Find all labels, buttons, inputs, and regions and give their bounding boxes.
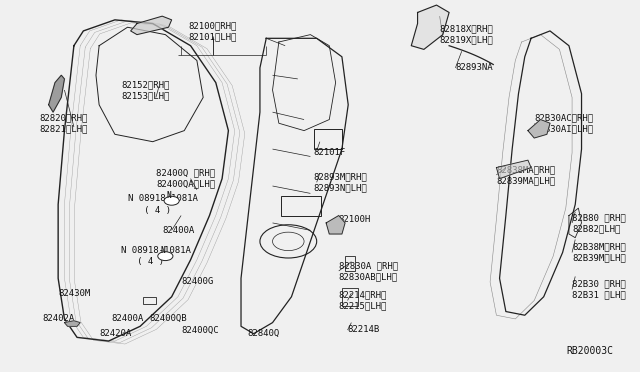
Text: 82B38M〈RH〉
82B39M〈LH〉: 82B38M〈RH〉 82B39M〈LH〉 (572, 243, 626, 263)
Bar (342, 288, 358, 306)
Text: 82214B: 82214B (348, 326, 380, 334)
Text: 82400Q 〈RH〉
82400QA〈LH〉: 82400Q 〈RH〉 82400QA〈LH〉 (156, 169, 215, 189)
Text: 82893NA: 82893NA (456, 63, 493, 72)
Text: 82B30AC〈RH〉
82B30AI〈LH〉: 82B30AC〈RH〉 82B30AI〈LH〉 (534, 113, 593, 133)
Text: 82893M〈RH〉
82893N〈LH〉: 82893M〈RH〉 82893N〈LH〉 (314, 172, 367, 192)
Text: 82420A: 82420A (99, 329, 131, 338)
Text: 82840Q: 82840Q (247, 329, 280, 338)
Polygon shape (412, 5, 449, 49)
Text: N 08918-1081A
   ( 4 ): N 08918-1081A ( 4 ) (127, 195, 197, 215)
Polygon shape (497, 160, 531, 179)
Text: RB20003C: RB20003C (566, 346, 613, 356)
Text: N 08918-1081A
   ( 4 ): N 08918-1081A ( 4 ) (121, 246, 191, 266)
Polygon shape (131, 16, 172, 35)
Bar (143, 297, 156, 304)
Polygon shape (65, 321, 80, 326)
Text: N: N (160, 246, 165, 255)
Bar (314, 129, 342, 149)
Polygon shape (49, 75, 65, 112)
Text: 82820〈RH〉
82821〈LH〉: 82820〈RH〉 82821〈LH〉 (39, 113, 88, 133)
Text: 82430M: 82430M (58, 289, 90, 298)
Text: 82838MA〈RH〉
82839MA〈LH〉: 82838MA〈RH〉 82839MA〈LH〉 (497, 165, 556, 185)
Text: 82830A 〈RH〉
82830AB〈LH〉: 82830A 〈RH〉 82830AB〈LH〉 (339, 261, 398, 281)
Text: N: N (166, 191, 172, 200)
Text: 82402A: 82402A (42, 314, 75, 323)
Text: 82B80 〈RH〉
82B82〈LH〉: 82B80 〈RH〉 82B82〈LH〉 (572, 213, 626, 233)
Text: 82818X〈RH〉
82819X〈LH〉: 82818X〈RH〉 82819X〈LH〉 (440, 25, 493, 45)
Circle shape (164, 196, 179, 205)
Text: 82400A: 82400A (162, 226, 195, 235)
Text: 82400A: 82400A (112, 314, 144, 323)
Text: 82B30 〈RH〉
82B31 〈LH〉: 82B30 〈RH〉 82B31 〈LH〉 (572, 279, 626, 299)
Bar (345, 256, 355, 271)
Text: 82100〈RH〉
82101〈LH〉: 82100〈RH〉 82101〈LH〉 (188, 21, 237, 41)
Circle shape (158, 252, 173, 260)
Text: 82152〈RH〉
82153〈LH〉: 82152〈RH〉 82153〈LH〉 (121, 80, 170, 100)
Text: 82400G: 82400G (181, 278, 213, 286)
Text: 82101F: 82101F (314, 148, 346, 157)
Text: 82100H: 82100H (339, 215, 371, 224)
Text: 82400QB: 82400QB (150, 314, 188, 323)
Polygon shape (326, 215, 345, 234)
Text: 82400QC: 82400QC (181, 326, 219, 334)
Polygon shape (528, 119, 550, 138)
Text: 82214〈RH〉
82215〈LH〉: 82214〈RH〉 82215〈LH〉 (339, 291, 387, 311)
